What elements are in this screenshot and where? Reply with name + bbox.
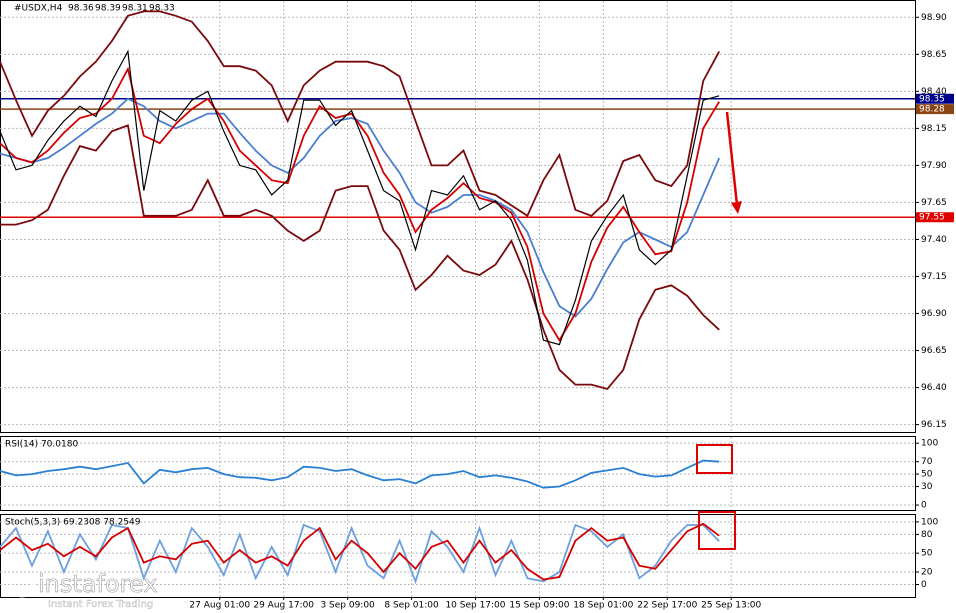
x-tick-label: 15 Sep 09:00 xyxy=(509,601,569,611)
series-line xyxy=(0,124,720,391)
y-tick-label: 96.90 xyxy=(921,309,947,319)
y-tick-label: 70 xyxy=(921,457,933,467)
rsi-title: RSI(14) 70.0180 xyxy=(5,440,78,450)
x-tick-label: 8 Sep 01:00 xyxy=(384,601,439,611)
y-tick-label: 96.15 xyxy=(921,420,947,430)
y-tick-label: 50 xyxy=(921,549,933,559)
level-label-box xyxy=(916,212,954,223)
level-label: 97.55 xyxy=(919,213,945,223)
highlight-box xyxy=(696,444,733,474)
high: 98.39 xyxy=(95,4,121,14)
stoch-panel-frame xyxy=(0,514,916,598)
y-tick-label: 20 xyxy=(921,567,933,577)
series-line xyxy=(0,459,720,489)
x-tick-label: 29 Aug 17:00 xyxy=(253,601,314,611)
x-tick-label: 22 Sep 17:00 xyxy=(637,601,697,611)
y-tick-label: 0 xyxy=(921,501,927,511)
watermark-brand: instaforex xyxy=(38,570,158,598)
open: 98.36 xyxy=(68,4,94,14)
watermark-logo xyxy=(9,572,35,598)
forecast-arrowhead xyxy=(731,201,742,214)
y-tick-label: 97.65 xyxy=(921,198,947,208)
y-tick-label: 98.15 xyxy=(921,124,947,134)
x-tick-label: 3 Sep 09:00 xyxy=(320,601,375,611)
watermark-tagline: Instant Forex Trading xyxy=(48,599,153,610)
series-line xyxy=(0,66,720,342)
x-tick-label: 25 Sep 13:00 xyxy=(701,601,761,611)
series-line xyxy=(0,10,720,218)
y-tick-label: 98.90 xyxy=(921,13,947,23)
x-tick-label: 10 Sep 17:00 xyxy=(445,601,505,611)
forecast-arrow xyxy=(725,111,739,206)
y-tick-label: 30 xyxy=(921,482,933,492)
series-line xyxy=(0,49,720,346)
y-tick-label: 97.90 xyxy=(921,161,947,171)
y-tick-label: 96.65 xyxy=(921,346,947,356)
y-tick-label: 98.40 xyxy=(921,87,947,97)
stoch-title: Stoch(5,3,3) 69.2308 78.2549 xyxy=(5,518,141,528)
y-tick-label: 96.40 xyxy=(921,383,947,393)
highlight-box xyxy=(698,511,736,550)
symbol: #USDX,H4 xyxy=(14,4,63,14)
series-line xyxy=(0,97,721,318)
x-tick-label: 27 Aug 01:00 xyxy=(189,601,250,611)
y-tick-label: 100 xyxy=(921,517,938,527)
y-tick-label: 50 xyxy=(921,470,933,480)
y-tick-label: 80 xyxy=(921,530,933,540)
watermark: instaforex Instant Forex Trading xyxy=(9,570,158,610)
chart-header: #USDX,H4 98.36 98.39 98.31 98.33 xyxy=(14,4,175,14)
y-tick-label: 100 xyxy=(921,439,938,449)
x-tick-label: 18 Sep 01:00 xyxy=(573,601,633,611)
low: 98.31 xyxy=(122,4,148,14)
series-line xyxy=(0,522,720,581)
y-tick-label: 97.15 xyxy=(921,272,947,282)
level-label-box xyxy=(916,104,954,115)
level-label: 98.28 xyxy=(919,105,945,115)
y-tick-label: 0 xyxy=(921,580,927,590)
level-label-box xyxy=(916,93,954,104)
close: 98.33 xyxy=(149,4,175,14)
y-tick-label: 97.40 xyxy=(921,235,947,245)
level-label: 98.35 xyxy=(919,94,945,104)
rsi-panel-frame xyxy=(0,436,916,511)
y-tick-label: 98.65 xyxy=(921,50,947,60)
